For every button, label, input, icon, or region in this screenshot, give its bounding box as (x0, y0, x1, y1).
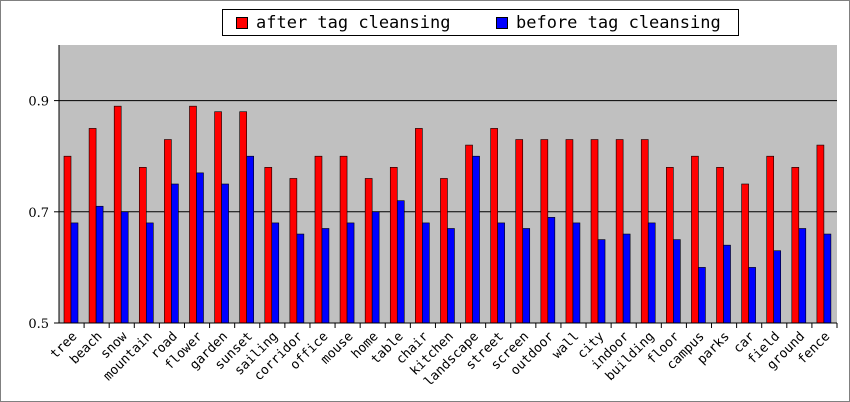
bar-after-tree (63, 155, 72, 324)
bar-before-mountain (145, 222, 154, 324)
bar-before-building (647, 222, 656, 324)
chart-legend: after tag cleansing before tag cleansing (222, 9, 739, 36)
bar-before-office (321, 228, 330, 324)
bar-before-fence (823, 233, 832, 324)
bar-before-city (597, 239, 606, 324)
bar-after-landscape (465, 144, 473, 324)
bar-before-home (371, 211, 380, 324)
bar-before-floor (673, 239, 681, 324)
bar-before-campus (698, 267, 706, 324)
bar-after-screen (515, 139, 524, 324)
legend-item-before: before tag cleansing (496, 13, 721, 33)
bar-before-chair (422, 222, 430, 324)
y-tick-label: 0.5 (28, 317, 49, 332)
bar-before-sailing (271, 222, 280, 324)
bar-after-mountain (138, 167, 147, 324)
legend-swatch-after (236, 17, 248, 29)
y-tick-label: 0.9 (28, 95, 49, 110)
bar-after-flower (189, 105, 197, 324)
x-tick-label-wall: wall (550, 329, 583, 362)
bar-after-table (389, 167, 398, 324)
bar-before-snow (120, 211, 129, 324)
bar-before-indoor (622, 233, 631, 324)
bar-after-office (314, 155, 323, 324)
bar-before-parks (723, 244, 731, 324)
bar-after-city (590, 139, 599, 324)
bar-after-car (741, 183, 749, 324)
bar-after-kitchen (440, 178, 448, 324)
bar-before-tree (70, 222, 79, 324)
bar-after-road (164, 139, 172, 324)
y-tick-label: 0.7 (28, 206, 49, 221)
bar-before-wall (572, 222, 581, 324)
bar-after-sailing (264, 167, 273, 324)
bar-after-garden (214, 111, 222, 324)
bar-before-flower (196, 172, 204, 324)
bar-after-wall (565, 139, 574, 324)
legend-label-after: after tag cleansing (256, 13, 451, 33)
bar-before-kitchen (447, 228, 455, 324)
bar-before-mouse (346, 222, 355, 324)
bar-after-field (766, 155, 775, 324)
bar-before-screen (522, 228, 531, 324)
bar-after-campus (691, 155, 699, 324)
bar-before-street (497, 222, 505, 324)
bar-before-car (748, 267, 756, 324)
bar-after-floor (666, 167, 674, 324)
bar-before-garden (221, 183, 229, 324)
legend-swatch-before (496, 17, 508, 29)
bar-after-indoor (615, 139, 624, 324)
bar-before-sunset (246, 155, 254, 324)
bar-after-building (640, 139, 649, 324)
bar-after-sunset (239, 111, 247, 324)
bar-before-landscape (472, 155, 480, 324)
legend-item-after: after tag cleansing (236, 13, 451, 33)
bar-after-mouse (339, 155, 348, 324)
bar-after-outdoor (540, 139, 549, 324)
bar-after-corridor (289, 178, 298, 324)
bar-before-outdoor (547, 217, 556, 324)
bar-after-parks (716, 167, 724, 324)
bar-before-beach (95, 205, 104, 324)
bar-after-home (364, 178, 373, 324)
bar-before-corridor (296, 233, 305, 324)
bar-after-beach (88, 128, 97, 324)
bar-before-field (773, 250, 782, 324)
bar-after-chair (415, 128, 423, 324)
bar-after-street (490, 128, 498, 324)
bar-before-road (171, 183, 179, 324)
bar-before-table (396, 200, 405, 324)
bar-before-ground (798, 228, 807, 324)
bar-after-ground (791, 167, 800, 324)
bar-after-fence (816, 144, 825, 324)
bar-after-snow (113, 105, 122, 324)
legend-label-before: before tag cleansing (516, 13, 721, 33)
